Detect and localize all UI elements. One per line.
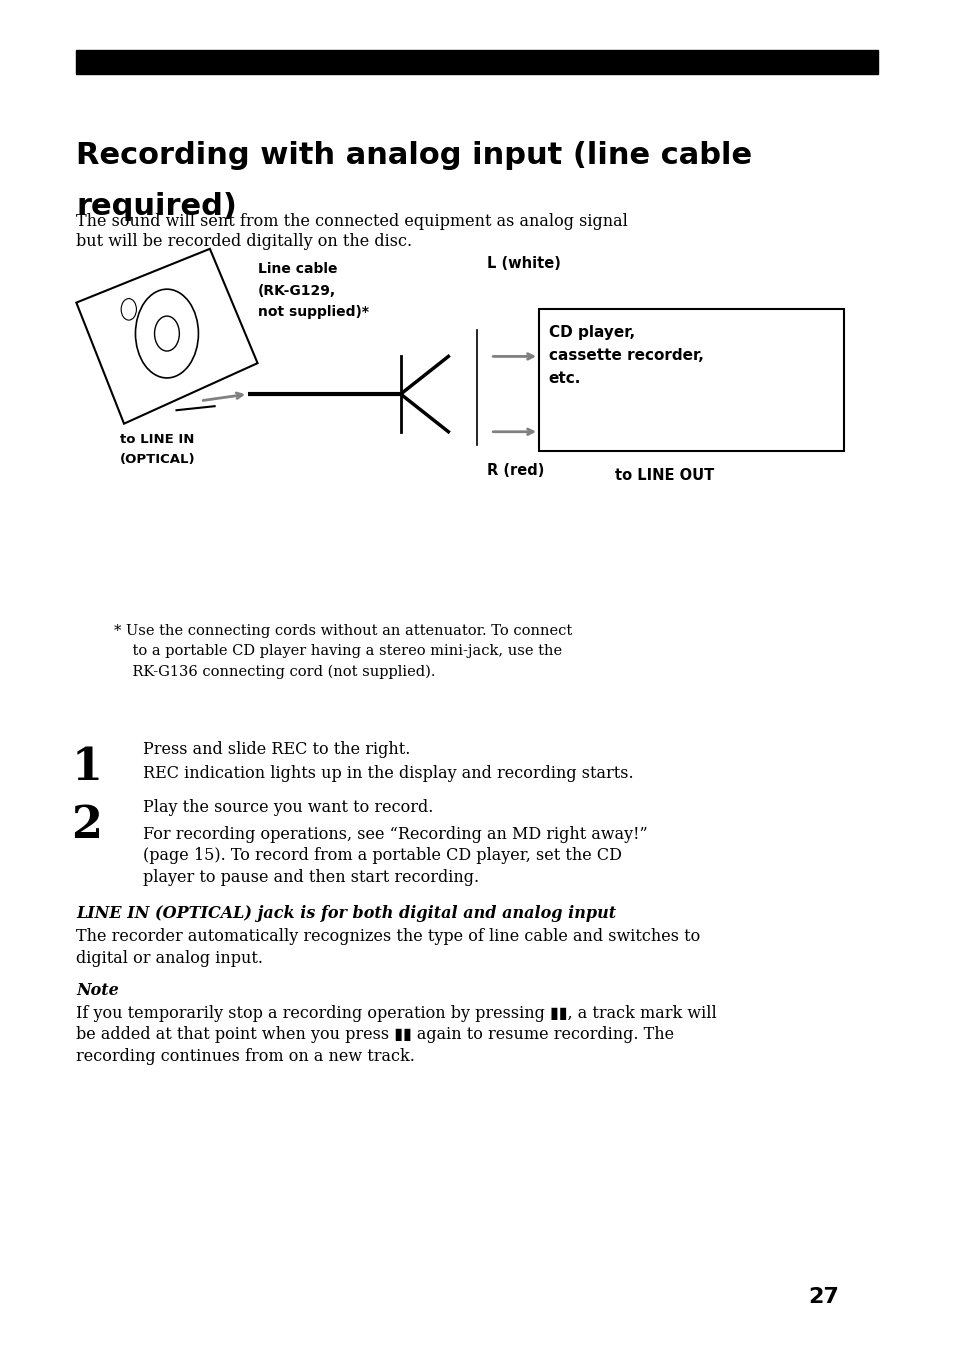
Text: 1: 1: [71, 746, 102, 790]
Text: Recording with analog input (line cable: Recording with analog input (line cable: [76, 141, 752, 171]
Text: to a portable CD player having a stereo mini-jack, use the: to a portable CD player having a stereo …: [114, 644, 562, 658]
Text: player to pause and then start recording.: player to pause and then start recording…: [143, 869, 478, 886]
Text: For recording operations, see “Recording an MD right away!”: For recording operations, see “Recording…: [143, 826, 647, 843]
Text: to LINE IN: to LINE IN: [120, 433, 194, 447]
Text: CD player,: CD player,: [548, 325, 634, 340]
Text: Play the source you want to record.: Play the source you want to record.: [143, 799, 433, 816]
Text: * Use the connecting cords without an attenuator. To connect: * Use the connecting cords without an at…: [114, 624, 572, 638]
Bar: [538, 309, 843, 451]
Text: REC indication lights up in the display and recording starts.: REC indication lights up in the display …: [143, 765, 633, 783]
Text: (OPTICAL): (OPTICAL): [119, 453, 195, 467]
Text: The recorder automatically recognizes the type of line cable and switches to: The recorder automatically recognizes th…: [76, 928, 700, 946]
Text: recording continues from on a new track.: recording continues from on a new track.: [76, 1048, 415, 1065]
Text: R (red): R (red): [486, 463, 543, 477]
Text: be added at that point when you press ▮▮ again to resume recording. The: be added at that point when you press ▮▮…: [76, 1026, 674, 1044]
Text: etc.: etc.: [548, 371, 580, 386]
Bar: [472, 425, 489, 438]
Text: to LINE OUT: to LINE OUT: [615, 468, 714, 483]
Text: but will be recorded digitally on the disc.: but will be recorded digitally on the di…: [76, 233, 412, 250]
Text: 27: 27: [808, 1287, 839, 1307]
Text: LINE IN (OPTICAL) jack is for both digital and analog input: LINE IN (OPTICAL) jack is for both digit…: [76, 905, 616, 923]
Text: Note: Note: [76, 982, 119, 999]
Text: L (white): L (white): [486, 256, 559, 270]
Text: (RK-G129,: (RK-G129,: [257, 284, 335, 297]
Bar: [243, 385, 260, 404]
Text: (page 15). To record from a portable CD player, set the CD: (page 15). To record from a portable CD …: [143, 847, 621, 865]
Text: The sound will sent from the connected equipment as analog signal: The sound will sent from the connected e…: [76, 213, 627, 230]
Text: If you temporarily stop a recording operation by pressing ▮▮, a track mark will: If you temporarily stop a recording oper…: [76, 1005, 717, 1022]
Text: Line cable: Line cable: [257, 262, 336, 276]
Text: 2: 2: [71, 804, 102, 847]
Text: Press and slide REC to the right.: Press and slide REC to the right.: [143, 741, 410, 759]
Text: cassette recorder,: cassette recorder,: [548, 348, 702, 363]
Bar: [445, 418, 472, 445]
Bar: [445, 343, 472, 370]
Text: required): required): [76, 192, 237, 222]
Text: not supplied)*: not supplied)*: [257, 305, 368, 319]
Bar: [472, 350, 489, 363]
Bar: [76, 50, 877, 74]
Text: RK-G136 connecting cord (not supplied).: RK-G136 connecting cord (not supplied).: [114, 664, 436, 679]
Text: digital or analog input.: digital or analog input.: [76, 950, 263, 967]
